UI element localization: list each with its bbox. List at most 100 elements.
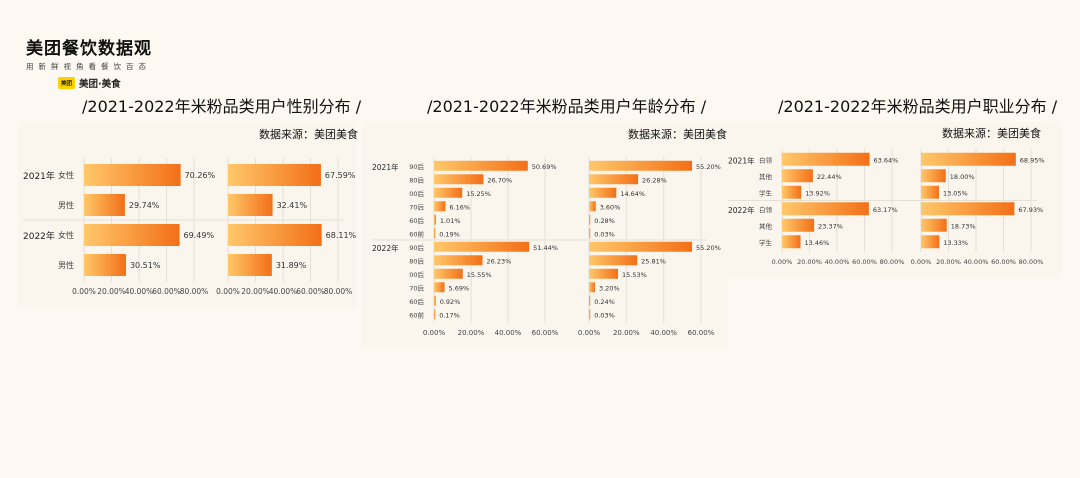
brand-name: 美团·美食: [79, 79, 121, 90]
job-bar: [782, 235, 801, 249]
gender-tick-label: 40.00%: [269, 287, 298, 296]
age-category-label: 60前: [409, 229, 424, 238]
meituan-badge-icon: 美团: [58, 77, 76, 89]
job-data-label: 22.44%: [817, 173, 842, 181]
job-data-label: 13.33%: [943, 239, 968, 247]
job-tick-label: 40.00%: [825, 258, 850, 266]
job-data-label: 67.93%: [1018, 206, 1043, 214]
age-data-label: 0.17%: [439, 311, 460, 319]
age-category-label: 70后: [409, 283, 424, 292]
job-tick-label: 20.00%: [936, 258, 961, 266]
gender-chart: 0.00% 20.00%40.00%60.00%80.00% 0.00% 20.00%…: [23, 158, 357, 296]
gender-bar: [228, 224, 322, 246]
job-bar: [782, 152, 870, 166]
age-bar: [589, 268, 618, 279]
job-tick-label: 80.00%: [1019, 258, 1044, 266]
job-bar: [921, 185, 939, 199]
job-category-label: 白领: [759, 205, 773, 214]
age-data-label: 0.03%: [594, 311, 615, 319]
job-data-label: 63.17%: [873, 206, 898, 214]
age-bar: [589, 241, 693, 252]
age-data-label: 0.03%: [594, 230, 615, 238]
age-data-label: 50.69%: [532, 163, 557, 171]
age-category-label: 00后: [409, 189, 424, 198]
gender-bar: [228, 164, 321, 186]
job-data-label: 13.46%: [805, 239, 830, 247]
job-tick-label: 80.00%: [880, 258, 905, 266]
age-category-label: 60后: [409, 297, 424, 306]
age-bar: [434, 282, 445, 293]
age-data-label: 3.60%: [600, 203, 621, 211]
age-tick-label: 40.00%: [495, 329, 522, 337]
gender-tick-label: 0.00%: [216, 287, 240, 296]
age-data-label: 5.69%: [449, 284, 470, 292]
gender-bar: [228, 194, 273, 216]
age-data-label: 15.25%: [466, 190, 491, 198]
job-category-label: 其他: [759, 221, 773, 230]
job-tick-label: 60.00%: [991, 258, 1016, 266]
age-bar: [589, 160, 693, 171]
age-category-label: 80后: [409, 256, 424, 265]
gender-bar: [84, 224, 180, 246]
age-data-label: 51.44%: [533, 244, 558, 252]
gender-source: 数据来源：美团美食: [259, 128, 358, 141]
gender-data-label: 70.26%: [185, 171, 216, 180]
age-tick-label: 60.00%: [532, 329, 559, 337]
job-data-label: 18.00%: [950, 173, 975, 181]
age-tick-label: 20.00%: [458, 329, 485, 337]
age-data-label: 0.92%: [440, 298, 461, 306]
job-tick-label: 20.00%: [797, 258, 822, 266]
job-bar: [921, 235, 940, 249]
age-chart-card: 数据来源：美团美食 0.00% 20.00% 40.00% 60.00% 0.00% 20…: [362, 122, 728, 348]
age-bar: [434, 268, 463, 279]
job-category-label: 学生: [759, 238, 773, 247]
gender-bar: [228, 254, 272, 276]
job-tick-label: 60.00%: [852, 258, 877, 266]
gender-data-label: 30.51%: [130, 261, 161, 270]
brand-logo: 美团餐饮数据观 用新鲜视角看餐饮百态 美团 美团·美食: [26, 34, 152, 90]
age-category-label: 90后: [409, 243, 424, 252]
gender-category-label: 男性: [58, 200, 74, 210]
age-bar: [434, 228, 436, 239]
age-bar: [589, 255, 638, 266]
gender-category-label: 女性: [58, 230, 74, 240]
gender-tick-label: 40.00%: [125, 287, 154, 296]
age-data-label: 15.53%: [622, 271, 647, 279]
job-bar: [921, 202, 1015, 216]
age-data-label: 55.20%: [696, 244, 721, 252]
job-category-label: 白领: [759, 155, 773, 164]
age-tick-label: 40.00%: [650, 329, 677, 337]
gender-year-label: 2021年: [23, 170, 55, 182]
age-bar: [434, 241, 530, 252]
age-bar: [589, 228, 591, 239]
gender-tick-label: 60.00%: [152, 287, 181, 296]
age-tick-label: 0.00%: [578, 329, 601, 337]
age-data-label: 1.01%: [440, 217, 461, 225]
gender-tick-label: 20.00%: [97, 287, 126, 296]
job-data-label: 68.95%: [1020, 156, 1045, 164]
job-tick-label: 0.00%: [911, 258, 932, 266]
job-tick-label: 40.00%: [964, 258, 989, 266]
gender-tick-label: 60.00%: [296, 287, 325, 296]
gender-category-label: 女性: [58, 170, 74, 180]
gender-bar: [84, 194, 125, 216]
brand-subtitle: 用新鲜视角看餐饮百态: [26, 62, 151, 71]
job-bar: [921, 169, 946, 183]
age-category-label: 90后: [409, 162, 424, 171]
job-bar: [782, 202, 869, 216]
age-bar: [434, 187, 463, 198]
gender-year-label: 2022年: [23, 230, 55, 242]
age-bar: [434, 160, 528, 171]
age-chart: 0.00% 20.00% 40.00% 60.00% 0.00% 20.00% 40.00%…: [372, 157, 721, 337]
job-bar: [782, 169, 813, 183]
age-year-label: 2021年: [372, 162, 399, 172]
age-data-label: 6.16%: [449, 203, 470, 211]
age-data-label: 26.70%: [487, 176, 512, 184]
job-year-label: 2021年: [728, 155, 755, 165]
age-data-label: 0.24%: [594, 298, 615, 306]
gender-bar: [84, 254, 126, 276]
age-bar: [434, 309, 436, 320]
age-tick-label: 60.00%: [688, 329, 715, 337]
age-data-label: 15.55%: [467, 271, 492, 279]
age-tick-label: 20.00%: [613, 329, 640, 337]
